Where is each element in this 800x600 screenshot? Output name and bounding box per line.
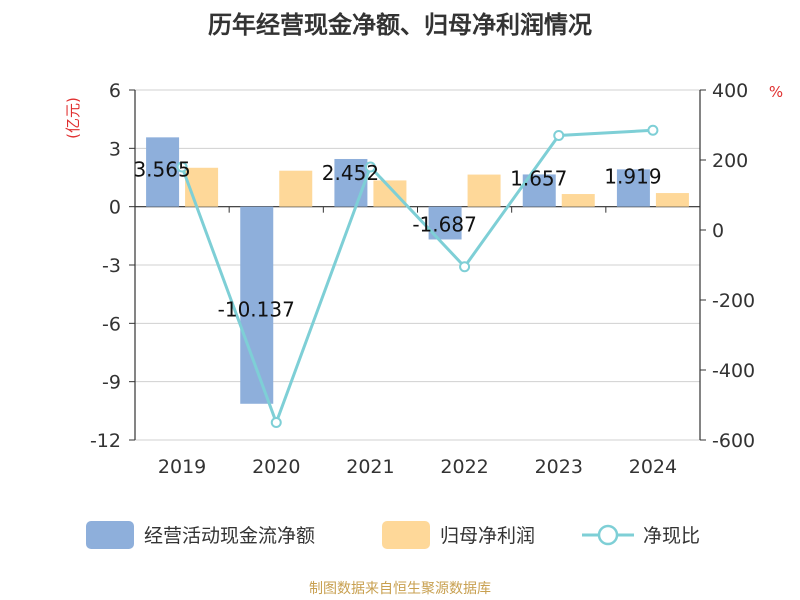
right-tick-label: 400 [712, 80, 748, 102]
bar-net-profit [467, 174, 501, 207]
legend-label-cash-ratio: 净现比 [643, 525, 700, 547]
data-label-operating-cash-flow: 2.452 [322, 161, 379, 185]
data-label-operating-cash-flow: 3.565 [133, 158, 190, 182]
data-label-operating-cash-flow: 1.919 [604, 165, 661, 189]
x-tick-label: 2019 [158, 456, 206, 478]
legend-swatch-cash-ratio-marker [597, 524, 619, 546]
source-note: 制图数据来自恒生聚源数据库 [309, 581, 491, 597]
line-point-cash-ratio [364, 161, 376, 173]
bar-operating-cash-flow [616, 169, 650, 207]
bar-net-profit [655, 193, 689, 207]
bar-net-profit [373, 180, 407, 207]
left-axis-ticks: 6 3 0 -3 -6 -9 -12 [90, 80, 135, 452]
bar-operating-cash-flow [146, 137, 180, 207]
right-tick-label: -200 [712, 290, 755, 312]
right-tick-label: -400 [712, 360, 755, 382]
line-cash-ratio [180, 128, 654, 427]
chart-title: 历年经营现金净额、归母净利润情况 [208, 11, 592, 39]
left-tick-label: 3 [109, 138, 121, 160]
right-axis-unit: % [769, 83, 783, 101]
bar-net-profit [279, 170, 313, 207]
x-axis-ticks: 2019 2020 2021 2022 2023 2024 [158, 456, 677, 478]
line-point-cash-ratio [176, 161, 188, 173]
line-point-cash-ratio [459, 261, 471, 273]
right-tick-label: 0 [712, 220, 724, 242]
x-tick-label: 2022 [440, 456, 488, 478]
data-label-operating-cash-flow: -10.137 [218, 298, 295, 322]
line-point-cash-ratio [270, 417, 282, 428]
x-tick-label: 2023 [535, 456, 583, 478]
line-series [176, 124, 659, 428]
x-tick-label: 2021 [346, 456, 394, 478]
data-label-operating-cash-flow: 1.657 [510, 166, 567, 190]
x-tick-label: 2024 [629, 456, 677, 478]
right-axis-ticks: 400 200 0 -200 -400 -600 [700, 80, 755, 452]
legend-swatch-operating-cash-flow [86, 521, 134, 549]
left-tick-label: 6 [109, 80, 121, 102]
left-tick-label: 0 [109, 197, 121, 219]
x-tick-label: 2020 [252, 456, 300, 478]
line-point-cash-ratio [647, 124, 659, 136]
legend: 经营活动现金流净额 归母净利润 净现比 [86, 521, 700, 549]
left-tick-label: -9 [102, 372, 121, 394]
right-tick-label: -600 [712, 430, 755, 452]
data-label-operating-cash-flow: -1.687 [412, 212, 476, 236]
legend-label-operating-cash-flow: 经营活动现金流净额 [144, 525, 315, 547]
left-tick-label: -6 [102, 313, 121, 335]
legend-swatch-net-profit [382, 521, 430, 549]
data-labels: 3.565 -10.137 2.452 -1.687 1.657 1.919 [133, 158, 661, 322]
bar-net-profit [561, 194, 595, 207]
line-point-cash-ratio [553, 130, 565, 141]
legend-label-net-profit: 归母净利润 [440, 525, 535, 547]
bar-operating-cash-flow [334, 158, 368, 207]
left-tick-label: -12 [90, 430, 121, 452]
left-axis-unit: (亿元) [64, 97, 82, 139]
right-tick-label: 200 [712, 150, 748, 172]
left-tick-label: -3 [102, 255, 121, 277]
